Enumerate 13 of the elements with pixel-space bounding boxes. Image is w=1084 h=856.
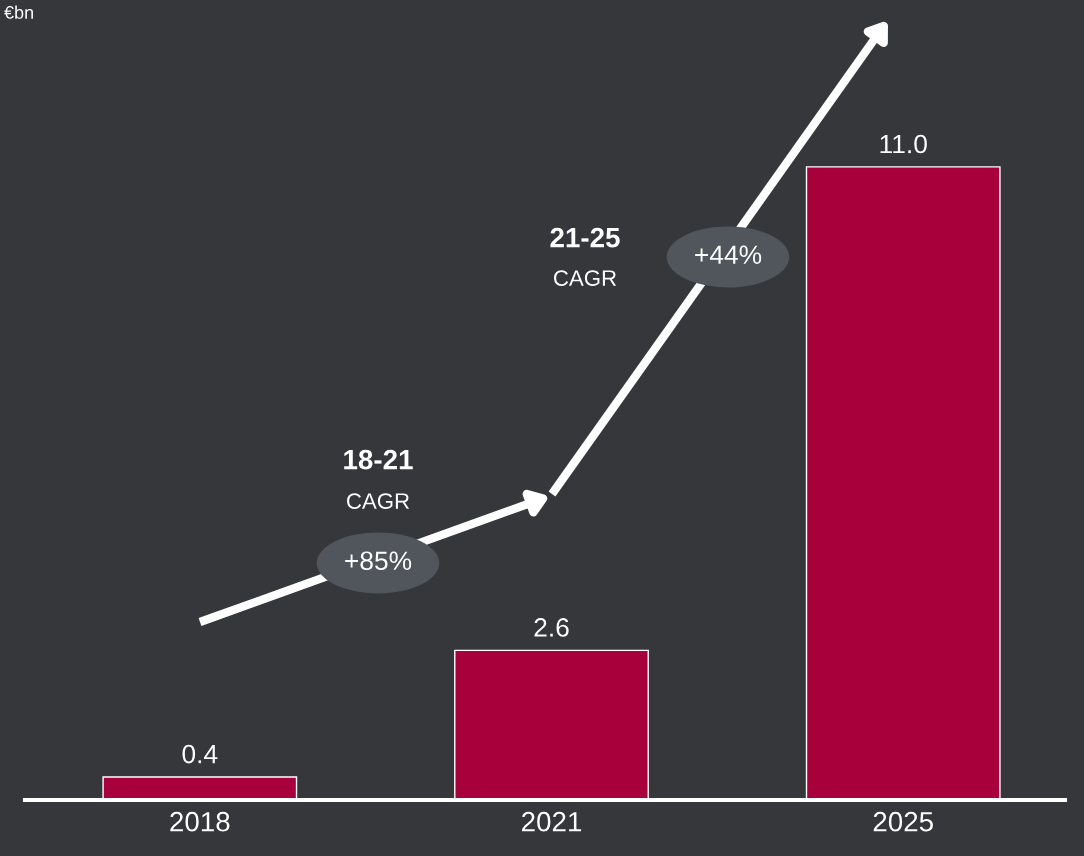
annotation: 21-25 <box>550 227 620 248</box>
chart-title: €bn <box>4 5 33 19</box>
x-tick-label: 2021 <box>522 811 582 832</box>
annotation: CAGR <box>554 270 617 286</box>
annotation: +85% <box>345 551 412 571</box>
annotation: +44% <box>695 245 762 264</box>
data-label: 0.4 <box>182 744 218 764</box>
data-label: 11.0 <box>880 134 927 154</box>
x-tick-label: 2025 <box>873 811 933 832</box>
x-tick-label: 2018 <box>170 811 230 832</box>
data-label: 2.6 <box>534 618 569 637</box>
annotation: 18-21 <box>344 449 413 470</box>
annotation: CAGR <box>347 493 410 509</box>
